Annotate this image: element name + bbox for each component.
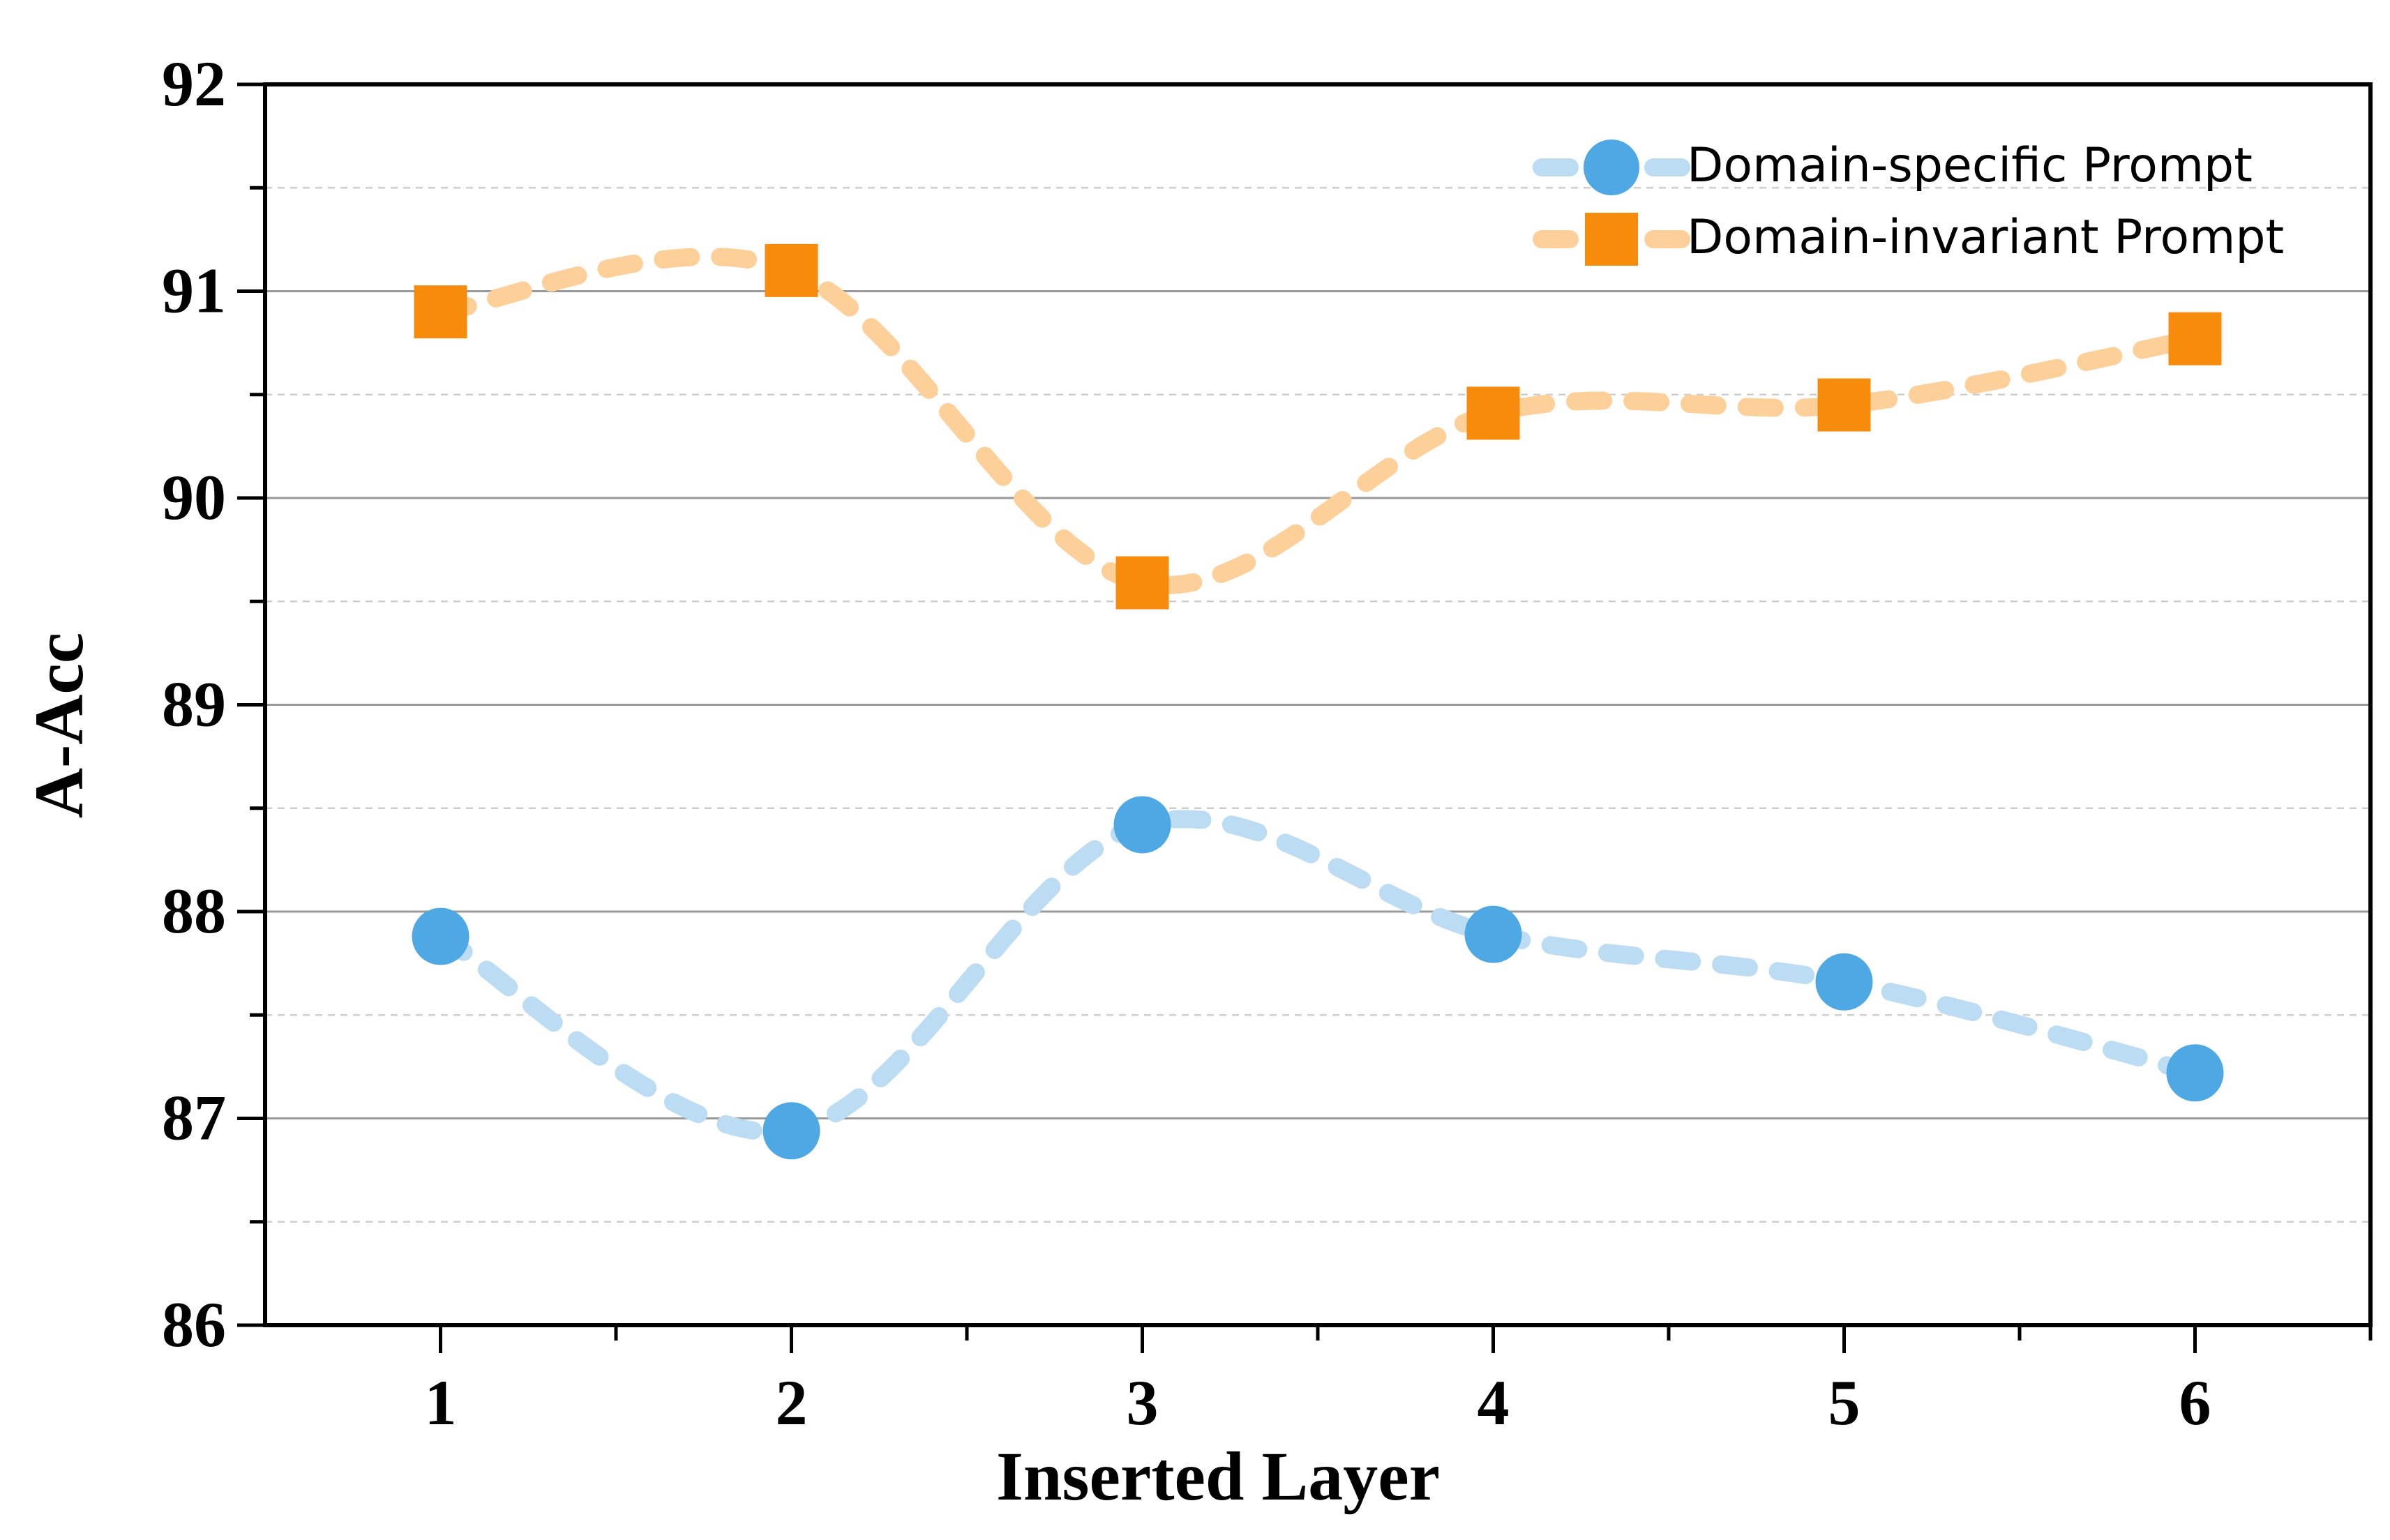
grid-lines xyxy=(265,187,2370,1223)
y-tick-label: 89 xyxy=(162,669,226,740)
y-tick-label: 88 xyxy=(162,875,226,946)
point-domain-invariant-2 xyxy=(765,243,818,297)
point-domain-invariant-6 xyxy=(2168,312,2222,365)
legend-marker-domain-specific xyxy=(1584,139,1639,195)
y-tick-label: 90 xyxy=(162,462,226,533)
x-tick-label: 6 xyxy=(2179,1367,2211,1438)
point-domain-specific-2 xyxy=(762,1102,820,1160)
x-tick-label: 1 xyxy=(425,1367,457,1438)
point-domain-invariant-1 xyxy=(414,285,467,339)
tick-labels: 86 87 88 89 90 91 92 1 2 3 4 5 6 xyxy=(162,48,2211,1438)
series-markers xyxy=(412,243,2224,1160)
point-domain-invariant-4 xyxy=(1466,386,1520,440)
point-domain-specific-5 xyxy=(1815,953,1873,1011)
x-axis-title: Inserted Layer xyxy=(996,1437,1440,1515)
point-domain-specific-3 xyxy=(1113,796,1171,854)
y-axis-title: A-Acc xyxy=(20,633,98,819)
x-tick-label: 5 xyxy=(1828,1367,1861,1438)
legend: Domain-specific Prompt Domain-invariant … xyxy=(1533,138,2284,266)
y-tick-label: 86 xyxy=(162,1289,226,1360)
point-domain-specific-1 xyxy=(412,907,469,965)
point-domain-invariant-5 xyxy=(1817,378,1871,432)
x-tick-label: 4 xyxy=(1478,1367,1510,1438)
axes xyxy=(237,82,2373,1353)
legend-marker-domain-invariant xyxy=(1585,213,1638,266)
point-domain-invariant-3 xyxy=(1115,556,1169,610)
legend-label-domain-invariant: Domain-invariant Prompt xyxy=(1687,210,2284,265)
x-tick-label: 3 xyxy=(1127,1367,1159,1438)
legend-label-domain-specific: Domain-specific Prompt xyxy=(1687,138,2253,193)
point-domain-specific-6 xyxy=(2166,1044,2224,1102)
y-tick-label: 91 xyxy=(162,255,226,326)
y-tick-label: 92 xyxy=(162,48,226,119)
y-tick-label: 87 xyxy=(162,1082,226,1154)
x-tick-label: 2 xyxy=(776,1367,808,1438)
point-domain-specific-4 xyxy=(1464,905,1522,963)
